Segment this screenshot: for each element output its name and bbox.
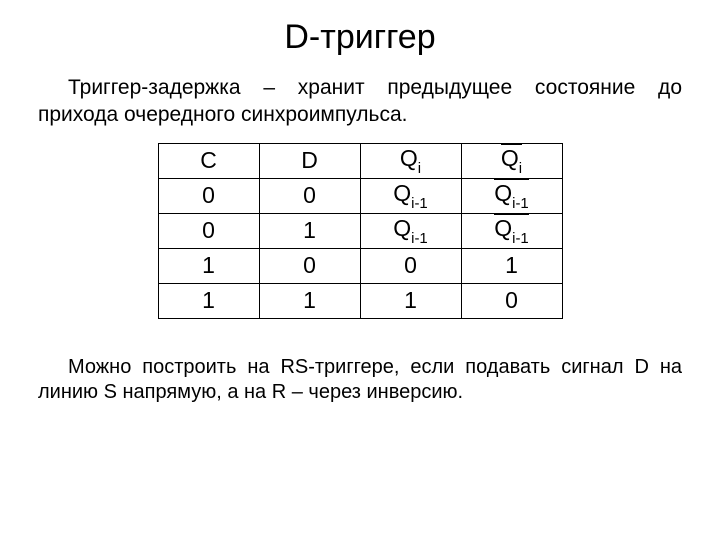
cell-d: 1 — [259, 283, 360, 318]
th-d: D — [259, 143, 360, 178]
cell-qbar: Qi-1 — [461, 178, 562, 213]
slide: D-триггер Триггер-задержка – хранит пред… — [0, 0, 720, 406]
cell-q: Qi-1 — [360, 178, 461, 213]
cell-q: 0 — [360, 248, 461, 283]
truth-table: C D Qi Qi 0 0 Qi-1 Qi-1 0 — [158, 143, 563, 319]
cell-d: 1 — [259, 213, 360, 248]
intro-paragraph: Триггер-задержка – хранит предыдущее сос… — [38, 75, 682, 129]
cell-d: 0 — [259, 178, 360, 213]
cell-qbar: 1 — [461, 248, 562, 283]
table-header-row: C D Qi Qi — [158, 143, 562, 178]
cell-c: 0 — [158, 213, 259, 248]
q-sub: i — [418, 160, 421, 177]
cell-d: 0 — [259, 248, 360, 283]
table-row: 1 0 0 1 — [158, 248, 562, 283]
cell-qbar: Qi-1 — [461, 213, 562, 248]
th-c: C — [158, 143, 259, 178]
table-row: 0 1 Qi-1 Qi-1 — [158, 213, 562, 248]
th-q: Qi — [360, 143, 461, 178]
cell-c: 0 — [158, 178, 259, 213]
table-row: 1 1 1 0 — [158, 283, 562, 318]
cell-q: 1 — [360, 283, 461, 318]
q-base: Q — [400, 145, 418, 171]
cell-c: 1 — [158, 283, 259, 318]
th-qbar: Qi — [461, 143, 562, 178]
outro-paragraph: Можно построить на RS-триггере, если под… — [38, 355, 682, 406]
table-row: 0 0 Qi-1 Qi-1 — [158, 178, 562, 213]
truth-table-wrap: C D Qi Qi 0 0 Qi-1 Qi-1 0 — [38, 143, 682, 319]
cell-c: 1 — [158, 248, 259, 283]
page-title: D-триггер — [38, 18, 682, 57]
qbar-symbol: Qi — [501, 145, 522, 176]
cell-qbar: 0 — [461, 283, 562, 318]
cell-q: Qi-1 — [360, 213, 461, 248]
